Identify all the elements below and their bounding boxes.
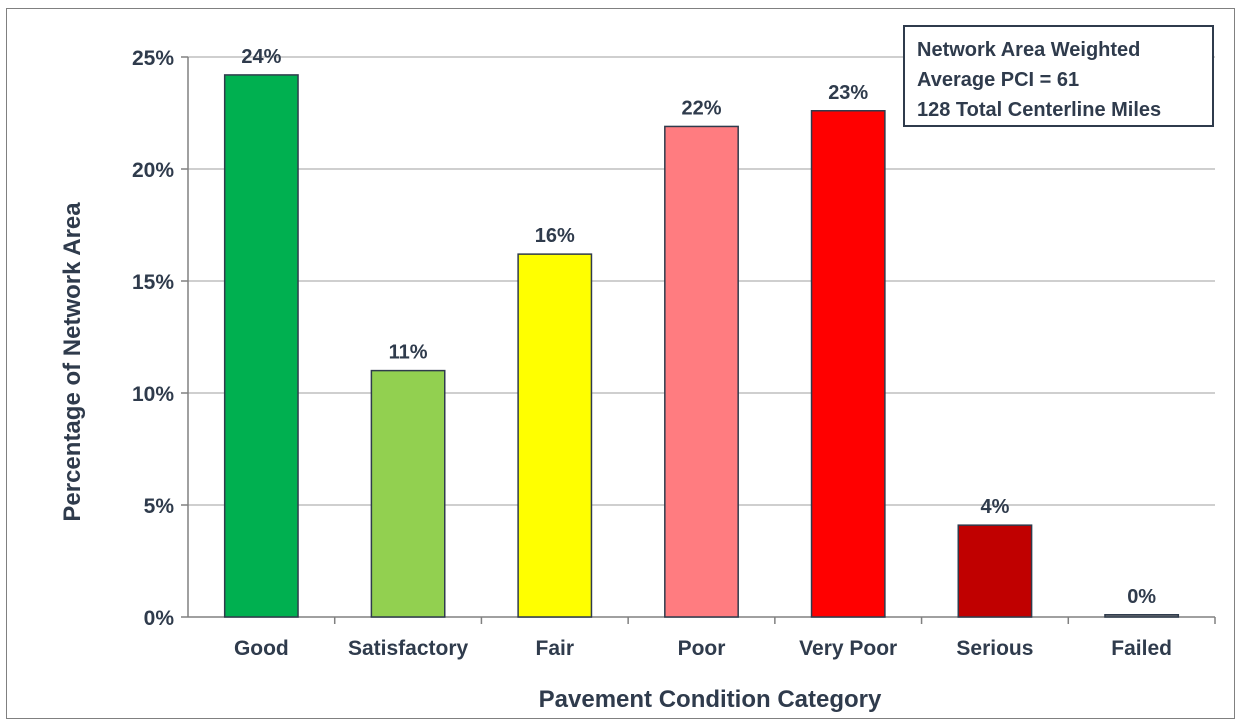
data-label: 0%	[1127, 586, 1156, 608]
x-tick-label: Poor	[678, 637, 726, 660]
data-label: 11%	[389, 342, 428, 364]
x-tick-label: Failed	[1111, 637, 1172, 660]
summary-line-1: Network Area Weighted	[917, 39, 1141, 61]
data-label: 24%	[241, 46, 281, 68]
pci-summary-box: Network Area Weighted Average PCI = 61 1…	[903, 25, 1214, 127]
bar-fair	[517, 253, 593, 618]
y-axis-title: Percentage of Network Area	[59, 202, 86, 522]
y-tick-label: 0%	[144, 607, 175, 630]
data-label: 22%	[681, 97, 721, 119]
x-tick-label: Serious	[956, 637, 1033, 660]
bar-satisfactory	[370, 369, 446, 618]
x-tick-label: Good	[234, 637, 289, 660]
data-label: 4%	[980, 496, 1009, 518]
axes: 0% 5% 10% 15% 20% 25% Good Satisfactory Fair Poor…	[132, 47, 1216, 660]
bar-very-poor	[810, 110, 886, 618]
summary-line-2: Average PCI = 61	[917, 69, 1080, 91]
data-label: 23%	[828, 82, 868, 104]
bars	[223, 74, 1180, 618]
bar-serious	[957, 524, 1033, 618]
x-tick-label: Satisfactory	[348, 637, 469, 660]
y-tick-label: 10%	[132, 383, 174, 406]
y-tick-label: 20%	[132, 159, 174, 182]
bar-failed	[1104, 614, 1180, 618]
bar-poor	[664, 125, 739, 618]
y-tick-label: 15%	[132, 271, 174, 294]
x-tick-label: Fair	[536, 637, 575, 660]
y-tick-label: 5%	[144, 495, 175, 518]
chart-frame	[6, 8, 1235, 719]
x-tick-label: Very Poor	[799, 637, 897, 660]
data-labels: 24% 11% 16% 22% 23% 4% 0%	[241, 46, 1156, 608]
x-axis-title: Pavement Condition Category	[539, 686, 882, 713]
data-label: 16%	[535, 225, 575, 247]
bar-good	[223, 74, 299, 618]
y-tick-label: 25%	[132, 47, 174, 70]
summary-line-3: 128 Total Centerline Miles	[917, 99, 1162, 121]
